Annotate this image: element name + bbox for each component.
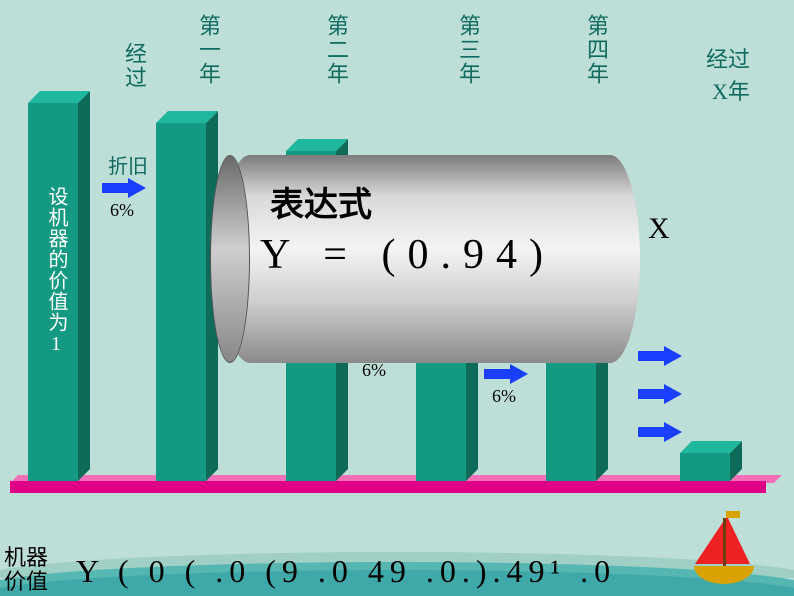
label-jingguo-x: 经过 [706, 42, 750, 74]
arrow-icon-3 [484, 364, 528, 384]
bar0-label: 设机器的价值为1 [42, 186, 71, 356]
label-year4: 第四年 [580, 14, 612, 86]
arrow-icon-0 [102, 178, 146, 198]
bottom-formula: Y ( 0 ( .0 (9 .0 49 .0.).49¹ .0 [76, 553, 616, 590]
label-year2: 第二年 [320, 14, 352, 86]
label-jingguo: 经过 [118, 42, 150, 90]
label-year1: 第一年 [192, 14, 224, 86]
cylinder-exponent: X [648, 212, 670, 246]
bar-5 [680, 453, 742, 481]
sailboat-icon [689, 504, 759, 584]
depreciation-pct-0: 6% [110, 200, 134, 221]
label-year3: 第三年 [452, 14, 484, 86]
bottom-left-l1: 机器 [4, 546, 48, 570]
cylinder-formula: Y = (0.94) [260, 231, 555, 279]
extra-arrow-icon-1 [638, 384, 682, 404]
chart-base [10, 481, 766, 493]
label-x-year: X年 [712, 74, 750, 106]
bottom-left-l2: 价值 [4, 570, 48, 594]
formula-cylinder: 表达式 Y = (0.94) [220, 155, 640, 363]
depreciation-pct-2: 6% [362, 360, 386, 381]
bottom-left-label: 机器 价值 [4, 546, 48, 594]
extra-arrow-icon-2 [638, 422, 682, 442]
extra-arrow-icon-0 [638, 346, 682, 366]
bar-1 [156, 123, 218, 481]
depreciation-pct-3: 6% [492, 386, 516, 407]
depreciation-label-0: 折旧 [108, 150, 148, 179]
cylinder-title: 表达式 [270, 177, 372, 226]
